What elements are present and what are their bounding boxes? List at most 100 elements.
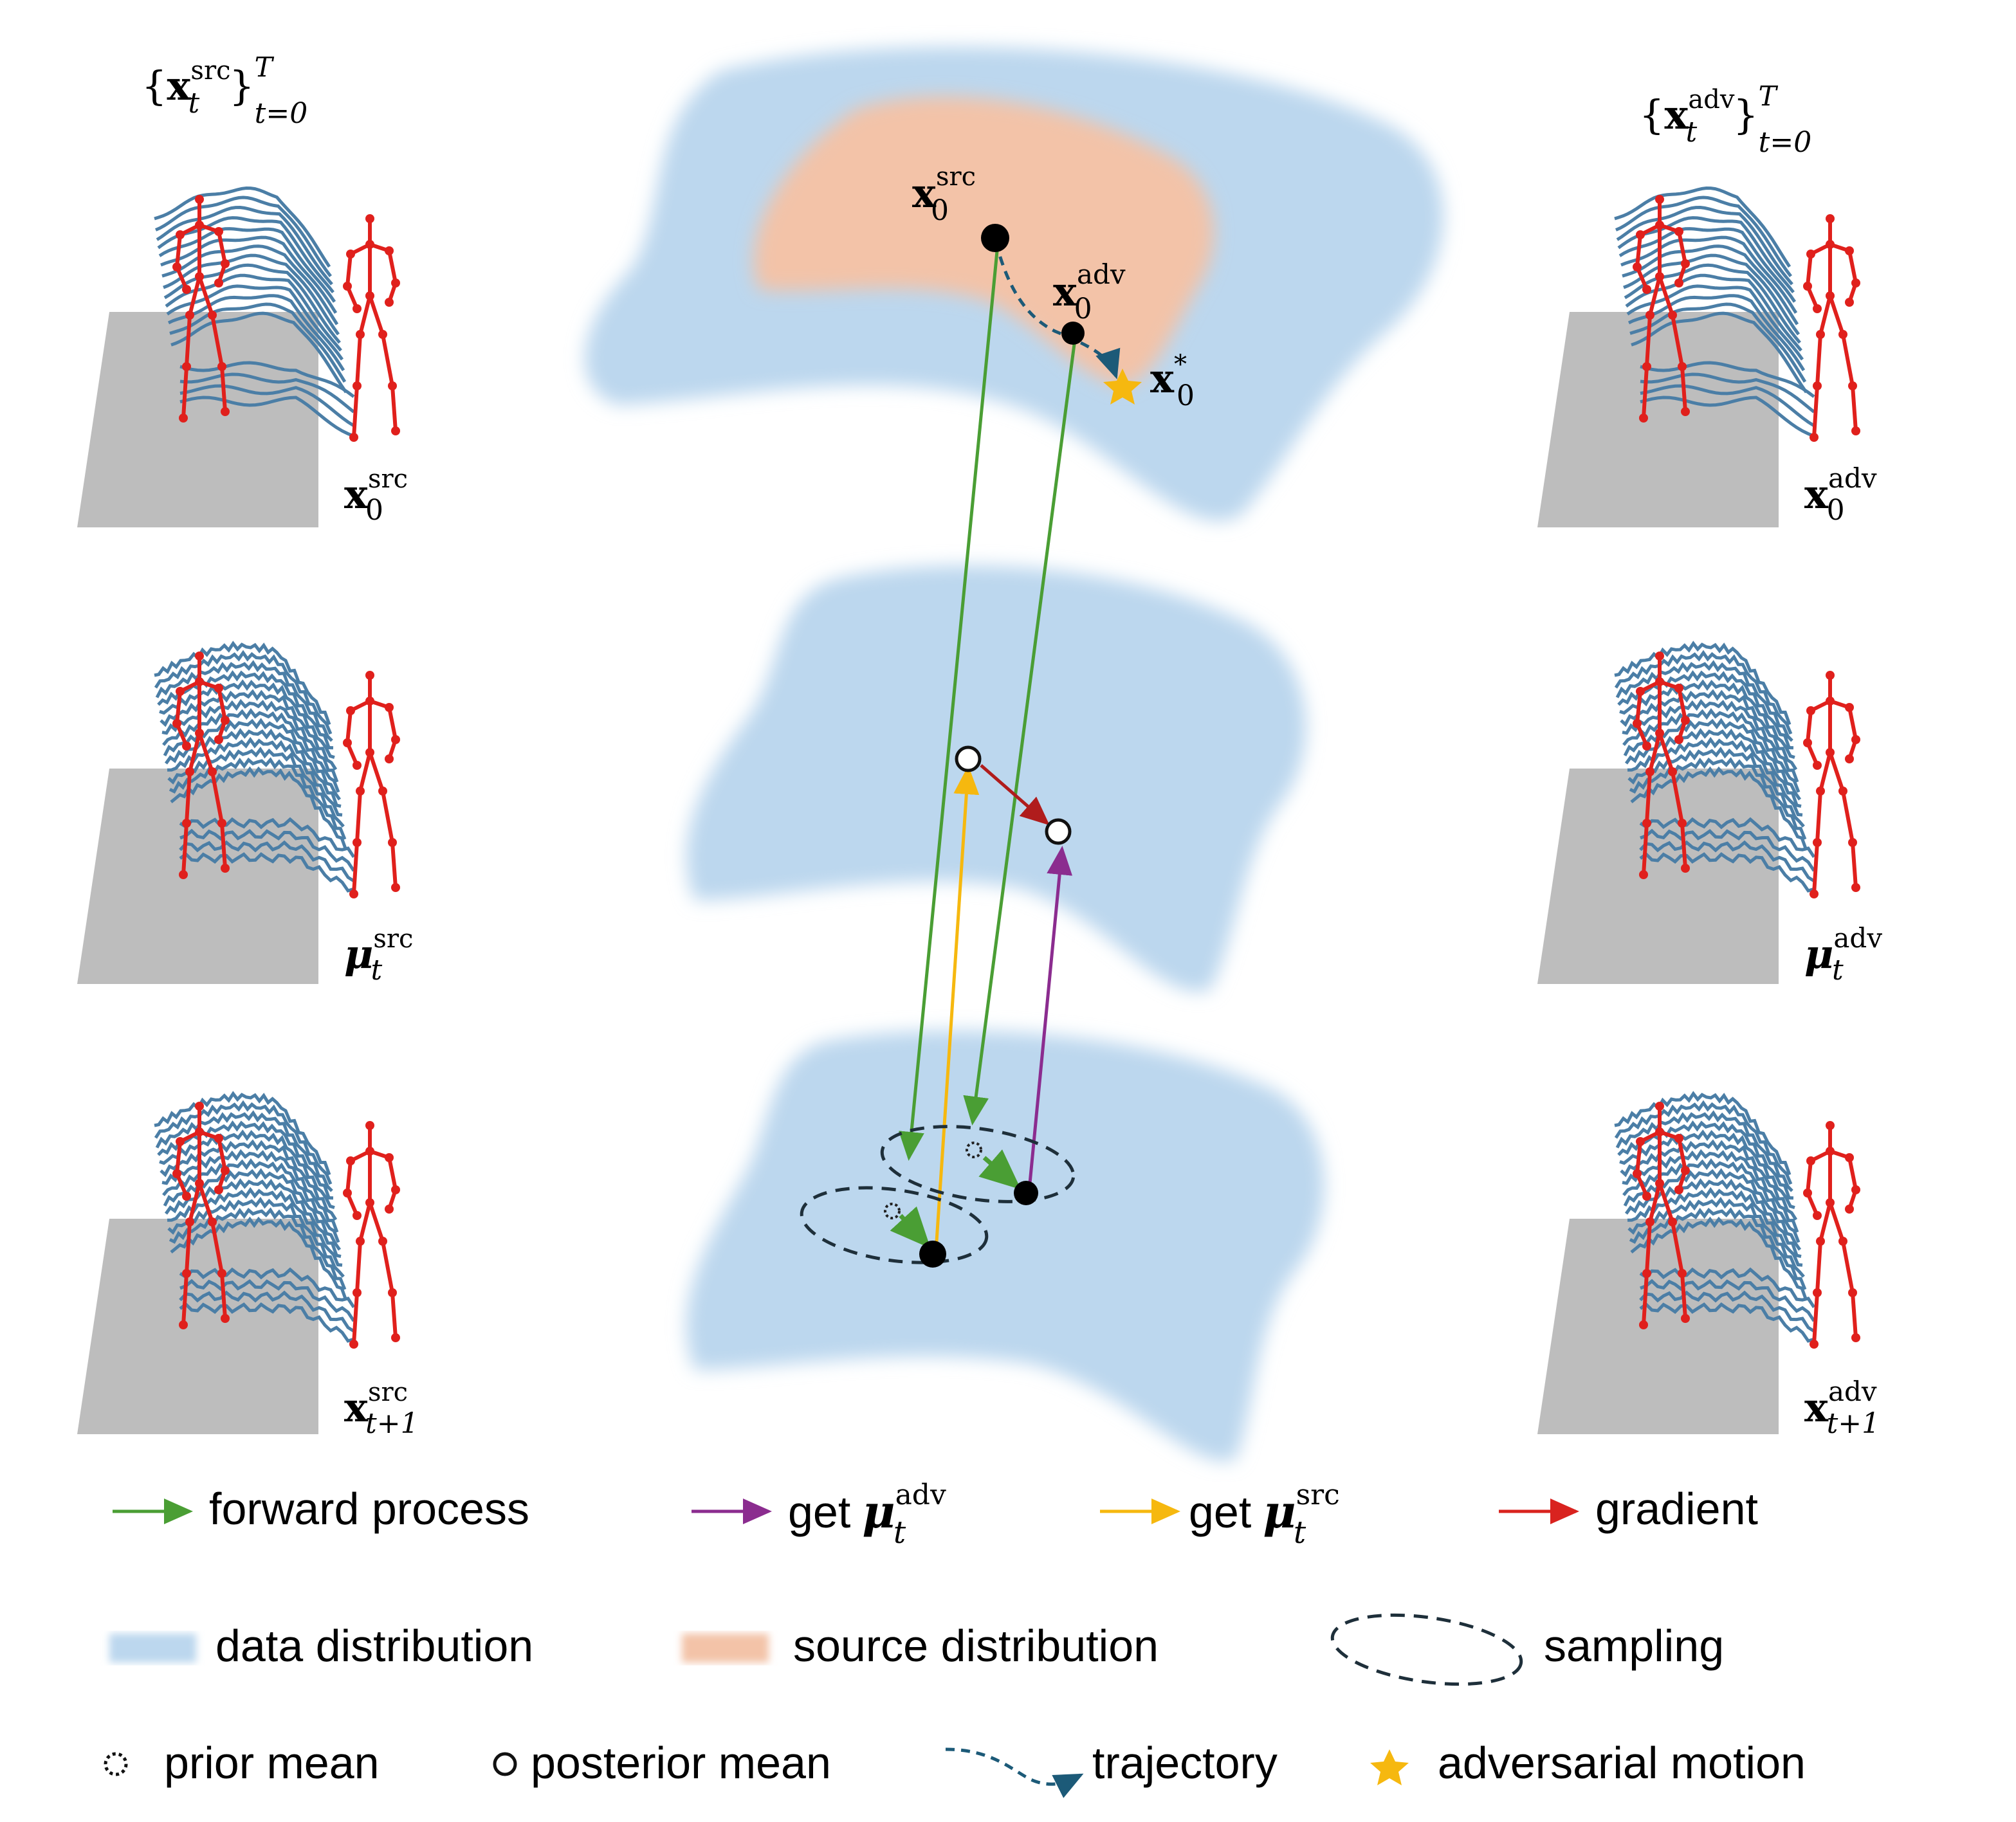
skeleton-bone: [188, 1183, 201, 1223]
motion-trace: [155, 1110, 333, 1192]
skeleton-bone: [352, 385, 359, 438]
legend: forward process get μadv t get μsrc t gradie…: [104, 1479, 1806, 1798]
skeleton-bone: [1658, 276, 1674, 316]
skeleton-joint: [1806, 706, 1815, 715]
skeleton-joint: [1655, 272, 1664, 281]
motion-trace: [161, 698, 339, 783]
skeleton-bone: [355, 1241, 362, 1293]
legend-source-distribution-label: source distribution: [793, 1621, 1159, 1671]
skeleton-joint: [1642, 1192, 1651, 1201]
skeleton-joint: [1674, 278, 1683, 287]
skeleton-bone: [217, 688, 227, 721]
skeleton-bone: [381, 790, 394, 843]
skeleton-joint: [185, 311, 194, 320]
motion-trace: [1622, 707, 1801, 793]
skeleton-bone: [1841, 790, 1855, 843]
motion-trace: [154, 650, 333, 735]
motion-trace: [159, 1129, 335, 1209]
motion-trace: [179, 1279, 356, 1322]
skeleton-joint: [172, 719, 181, 728]
motion-trace: [159, 679, 335, 759]
motion-trace: [1640, 828, 1816, 872]
motion-trace: [1629, 757, 1807, 840]
motion-trace: [161, 1149, 339, 1233]
skeleton-joint: [182, 819, 191, 828]
posterior-mean-adv: [1045, 818, 1072, 845]
skeleton-joint: [365, 671, 374, 680]
skeleton-joint: [208, 767, 217, 776]
skeleton-bone: [1642, 823, 1649, 875]
motion-trace: [179, 840, 355, 882]
motion-trace: [1627, 746, 1805, 828]
legend-prior-mean-icon: [104, 1752, 128, 1776]
skeleton-joint: [1813, 381, 1822, 390]
motion-trace: [1622, 698, 1799, 783]
skeleton-bone: [352, 1292, 359, 1345]
legend-posterior-mean-label: posterior mean: [531, 1738, 831, 1788]
skeleton-joint: [221, 1166, 230, 1175]
motion-trace: [179, 828, 356, 872]
skeleton-joint: [1636, 230, 1645, 239]
skeleton-bone: [1819, 1202, 1832, 1242]
skeleton-joint: [1848, 381, 1857, 390]
skeleton-bone: [381, 334, 394, 387]
motion-trace: [169, 757, 347, 840]
skeleton-bone: [1815, 1241, 1822, 1293]
motion-trace: [167, 1187, 343, 1267]
motion-trace: [154, 1091, 331, 1176]
skeleton-bone: [1812, 1292, 1819, 1345]
skeleton-joint: [1851, 1333, 1860, 1342]
motion-trace: [1614, 186, 1791, 268]
skeleton-joint: [1642, 819, 1651, 828]
skeleton-joint: [391, 883, 400, 892]
right-panel-mu-adv: [1537, 641, 1860, 984]
skeleton-joint: [195, 677, 204, 686]
skeleton-bone: [1671, 771, 1684, 824]
floor-plane: [77, 312, 318, 527]
skeleton-joint: [343, 282, 352, 291]
floor-plane: [1537, 312, 1779, 527]
skeleton-joint: [1642, 362, 1651, 371]
right-panel-xt1-adv: [1537, 1091, 1860, 1434]
motion-trace: [179, 817, 356, 858]
skeleton-joint: [1674, 735, 1683, 744]
motion-trace: [1623, 1168, 1802, 1251]
skeleton-joint: [1655, 651, 1664, 660]
skeleton-joint: [1826, 671, 1835, 680]
sampling-ellipse-1: [800, 1186, 989, 1264]
skeleton-joint: [1642, 1269, 1651, 1278]
motion-trace: [1639, 817, 1816, 858]
skeleton-joint: [1826, 291, 1835, 300]
skeleton-joint: [1845, 1205, 1854, 1214]
legend-sampling-swatch: [1330, 1613, 1523, 1686]
skeleton-joint: [1826, 240, 1835, 249]
skeleton-joint: [1838, 787, 1847, 796]
motion-trace: [154, 186, 331, 268]
prior-mean-1: [884, 1203, 901, 1219]
skeleton-joint: [1826, 214, 1835, 223]
skeleton-joint: [1633, 262, 1642, 271]
legend-prior-mean-label: prior mean: [164, 1738, 380, 1788]
adversarial-star: [1103, 369, 1142, 405]
label-left-x0-src: xsrc 0: [344, 464, 408, 527]
skeleton-joint: [214, 278, 223, 287]
skeleton-joint: [1655, 677, 1664, 686]
motion-trace: [160, 235, 338, 314]
skeleton-joint: [1681, 259, 1690, 268]
skeleton-joint: [182, 362, 191, 371]
skeleton-joint: [349, 433, 358, 442]
skeleton-joint: [1826, 1121, 1835, 1130]
skeleton-joint: [346, 1156, 355, 1165]
motion-trace: [154, 196, 332, 278]
legend-data-distribution-label: data distribution: [215, 1621, 533, 1671]
skeleton-bone: [345, 1160, 353, 1194]
forward-short-arrow-2: [978, 1149, 1022, 1190]
skeleton-joint: [1681, 1314, 1690, 1323]
skeleton-joint: [1633, 1169, 1642, 1178]
skeleton-bone: [1851, 1292, 1858, 1338]
skeleton-joint: [1826, 1147, 1835, 1156]
legend-source-distribution-swatch: [682, 1634, 769, 1663]
skeleton-joint: [1845, 754, 1854, 763]
floor-plane: [77, 769, 318, 984]
motion-trace: [1622, 1149, 1799, 1233]
